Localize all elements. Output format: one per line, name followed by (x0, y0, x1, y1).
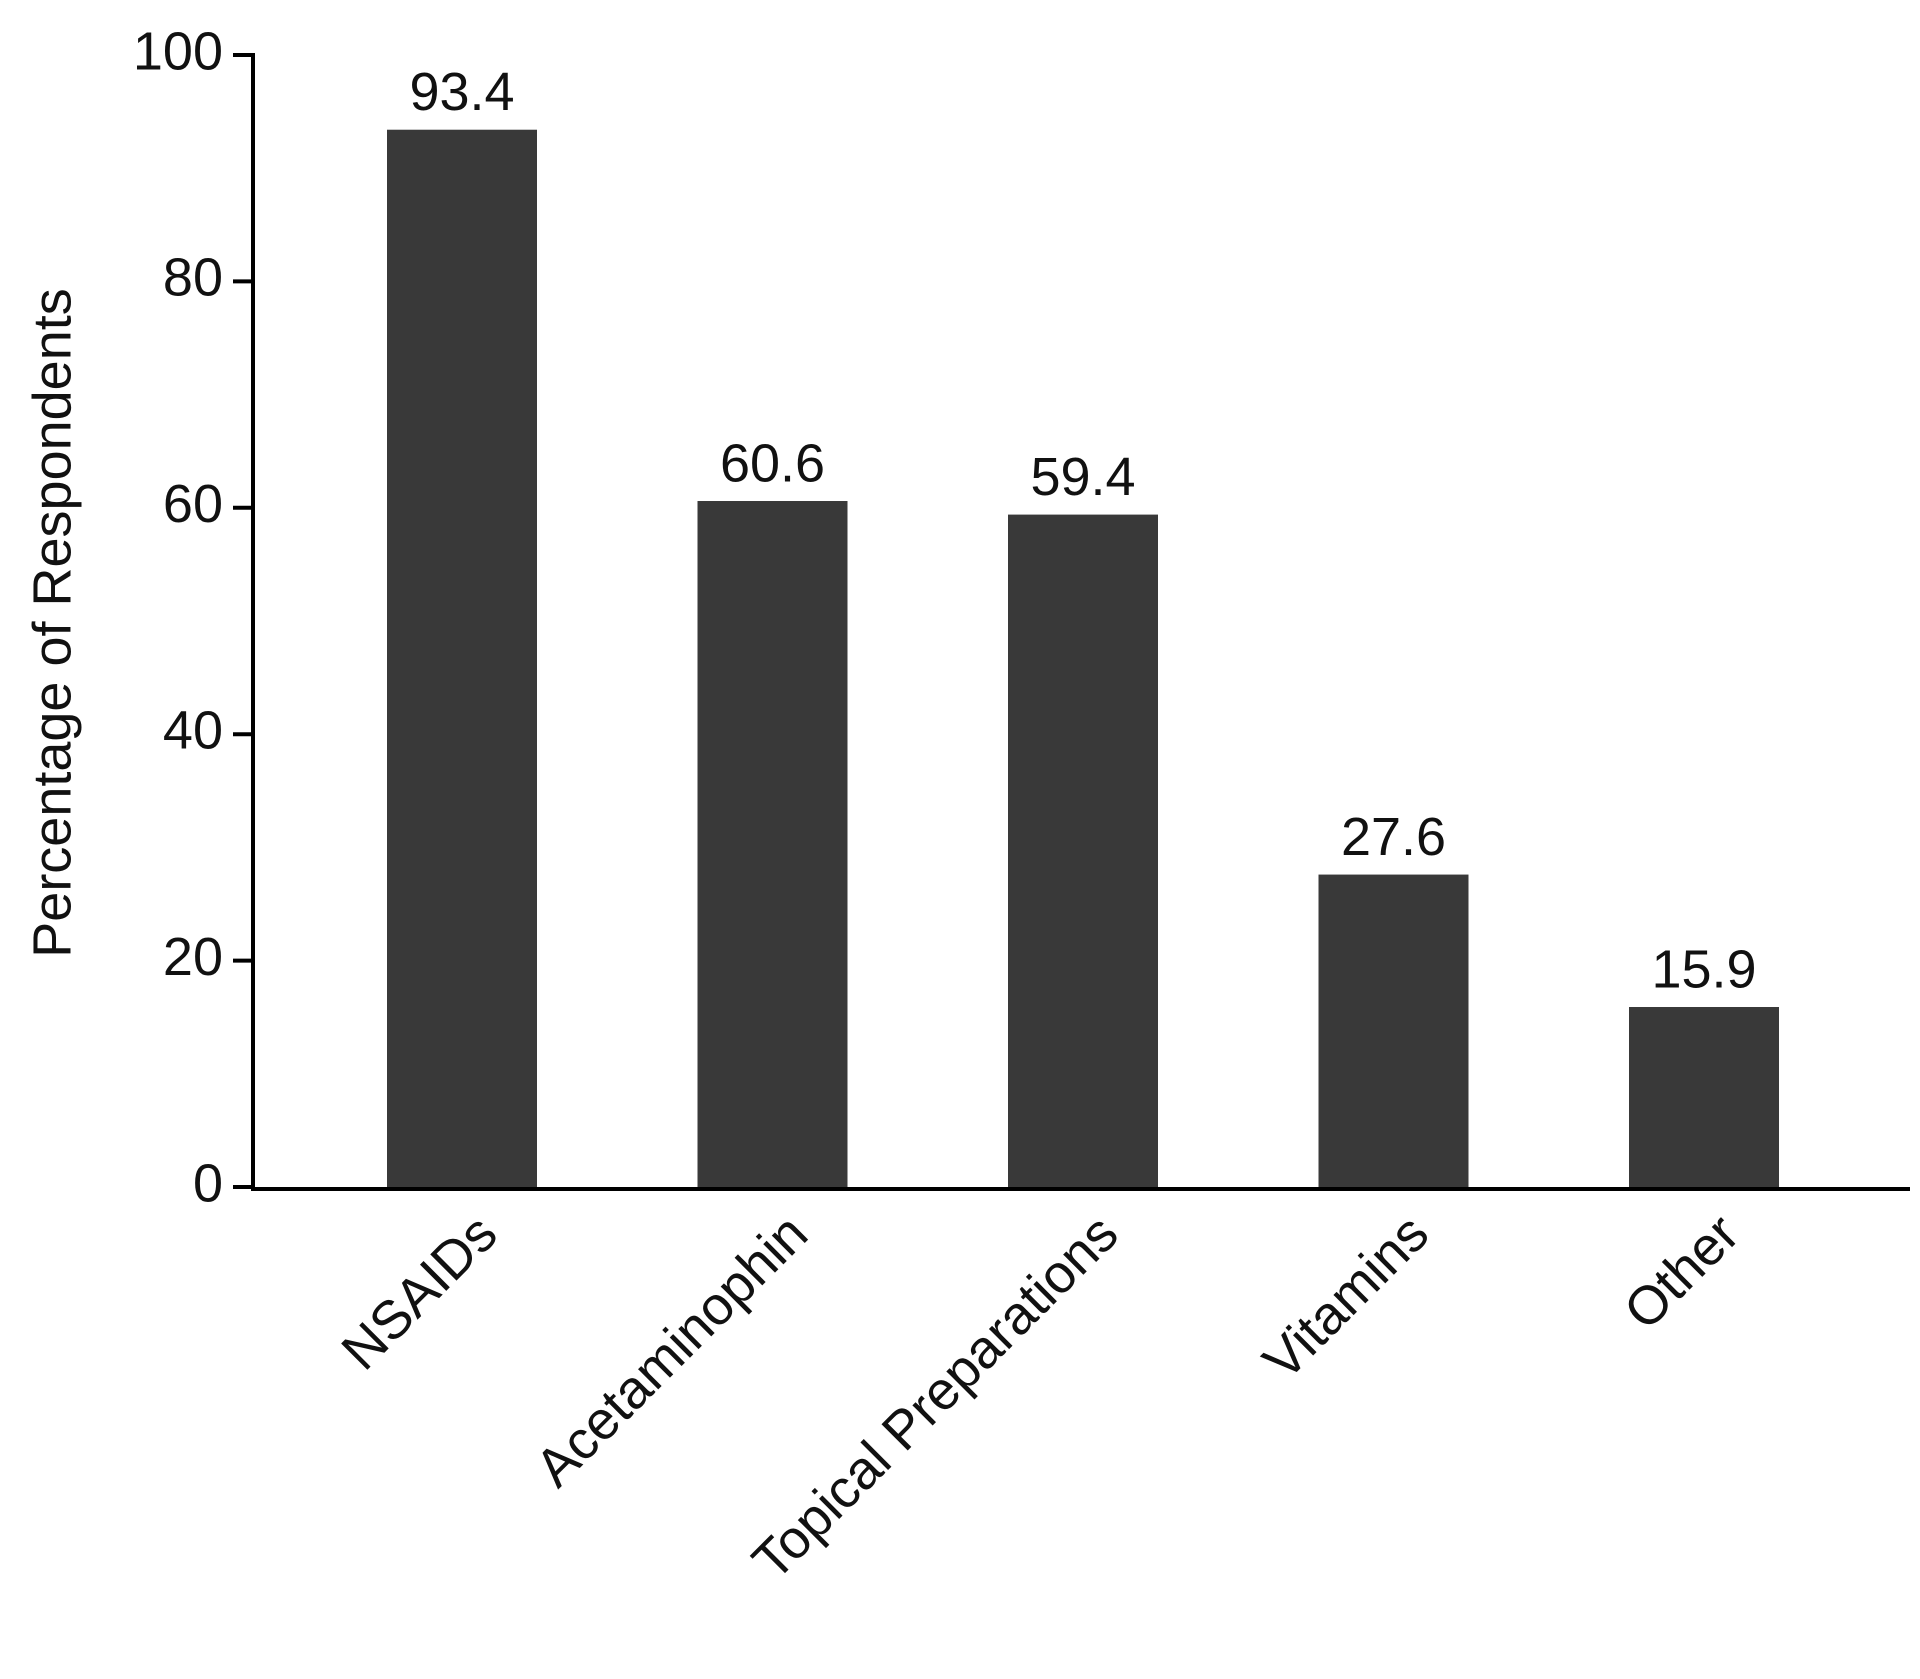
bar (387, 129, 537, 1187)
bar (1008, 514, 1158, 1187)
y-axis-label: Percentage of Respondents (22, 288, 82, 957)
y-tick-label: 40 (163, 700, 223, 760)
x-tick-label: NSAIDs (330, 1203, 508, 1381)
data-label: 59.4 (1030, 447, 1135, 507)
bar (1629, 1007, 1779, 1187)
data-label: 27.6 (1341, 807, 1446, 867)
x-tick-label: Vitamins (1252, 1203, 1440, 1391)
y-tick-label: 80 (163, 248, 223, 308)
y-tick-label: 0 (193, 1153, 223, 1213)
x-tick-label: Acetaminophin (524, 1203, 819, 1498)
y-tick-label: 60 (163, 474, 223, 534)
data-label: 15.9 (1651, 939, 1756, 999)
x-tick-label: Other (1613, 1203, 1751, 1341)
y-tick-label: 100 (133, 21, 223, 81)
data-label: 60.6 (720, 433, 825, 493)
bar (697, 501, 848, 1187)
y-tick-label: 20 (163, 927, 223, 987)
data-label: 93.4 (409, 62, 514, 122)
bar (1318, 874, 1469, 1187)
